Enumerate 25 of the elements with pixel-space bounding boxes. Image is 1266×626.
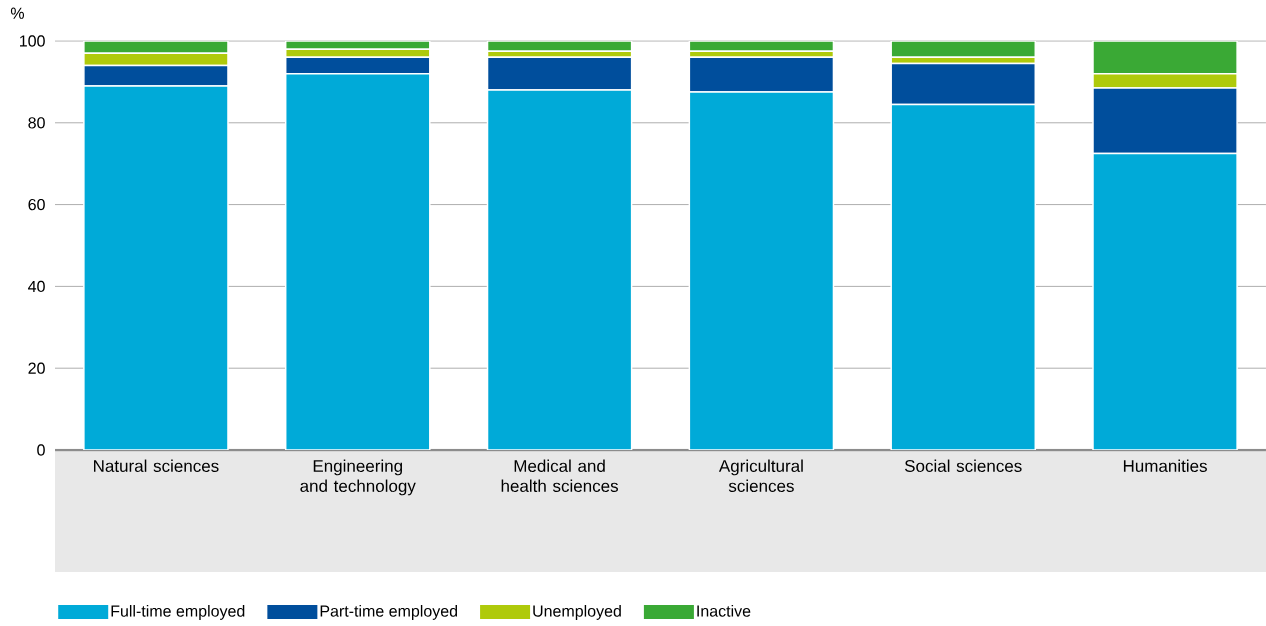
x-tick-label: Engineering and technology [300, 459, 416, 496]
x-tick-label: Agricultural sciences [718, 459, 803, 493]
legend-label: Part-time employed [320, 604, 458, 620]
x-tick-label: Medical and health sciences [501, 459, 618, 493]
bar [890, 103, 1037, 450]
y-tick-label: 40 [28, 280, 45, 293]
bar [1092, 152, 1238, 450]
y-tick-label: 20 [28, 362, 45, 374]
bar [1092, 40, 1238, 75]
legend-label: Inactive [697, 604, 751, 617]
y-tick-label: 60 [28, 198, 45, 211]
bar [83, 85, 229, 450]
x-tick-label: Natural sciences [94, 459, 219, 473]
bar [486, 89, 633, 450]
y-tick-label: 80 [28, 117, 45, 129]
x-tick-label: Humanities [1123, 459, 1207, 473]
y-tick-label: 0 [37, 444, 45, 456]
x-tick-label: Social sciences [904, 459, 1022, 473]
bar [284, 72, 431, 450]
y-tick-label: 100 [20, 35, 45, 47]
legend-label: Full-time employed [111, 604, 245, 620]
bar [688, 91, 835, 450]
legend-label: Unemployed [533, 604, 621, 620]
y-axis-title: % [10, 7, 25, 19]
bar [890, 40, 1037, 59]
